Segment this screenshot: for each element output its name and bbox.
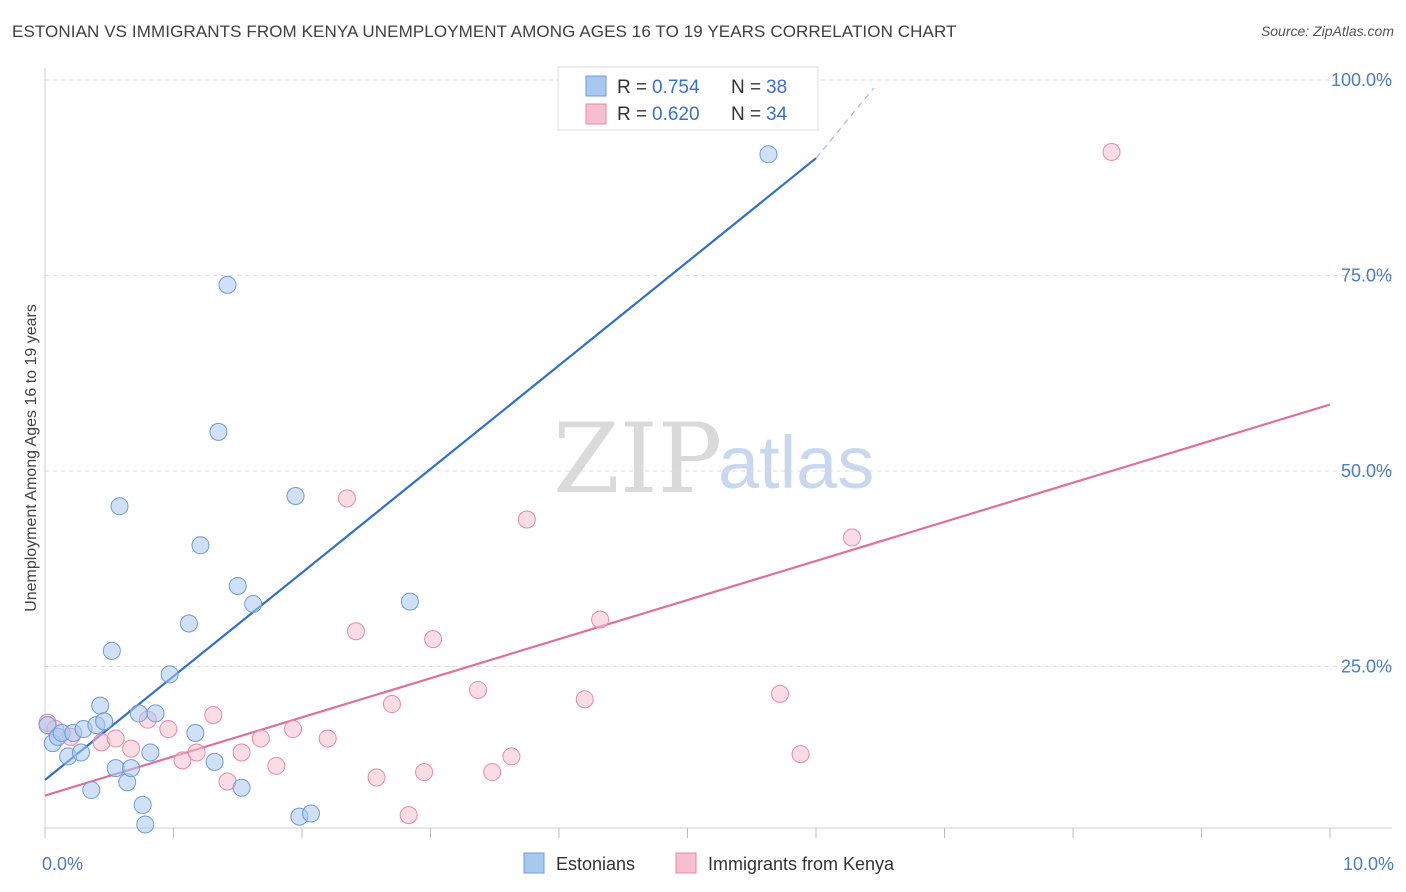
kenya-point: [842, 528, 861, 547]
kenya-point: [771, 684, 790, 703]
estonian-point: [160, 665, 179, 684]
kenya-point: [251, 729, 270, 748]
kenya-point: [517, 510, 536, 529]
estonian-point: [179, 614, 198, 633]
axes: [44, 68, 1392, 829]
estonian-point: [136, 815, 155, 834]
legend-swatch-kenya: [585, 103, 607, 125]
y-ticks: 25.0% 50.0% 75.0% 100.0%: [1331, 70, 1392, 677]
x-tick-label-0: 0.0%: [42, 854, 83, 874]
kenya-point: [399, 806, 418, 825]
legend-r-value-estonians: 0.754: [652, 77, 700, 98]
kenya-point: [159, 720, 178, 739]
kenya-point: [284, 720, 303, 739]
estonian-point: [82, 781, 101, 800]
estonian-point: [122, 759, 141, 778]
estonian-point: [141, 743, 160, 762]
chart-title: ESTONIAN VS IMMIGRANTS FROM KENYA UNEMPL…: [12, 22, 957, 41]
kenya-point: [267, 756, 286, 775]
legend-r-label-kenya: R =: [617, 104, 647, 125]
series-legend-label-estonians: Estonians: [556, 854, 635, 874]
kenya-point: [318, 729, 337, 748]
estonian-point: [129, 704, 148, 723]
estonian-point: [133, 795, 152, 814]
estonian-point: [71, 743, 90, 762]
series-legend-swatch-kenya: [675, 852, 697, 874]
kenya-point: [337, 489, 356, 508]
trend-line-estonians-extension: [815, 87, 875, 159]
kenya-point: [204, 705, 223, 724]
y-tick-label-0: 25.0%: [1341, 657, 1392, 677]
watermark-zip: ZIP: [553, 403, 722, 515]
estonian-point: [228, 576, 247, 595]
kenya-point: [469, 680, 488, 699]
y-tick-label-3: 100.0%: [1331, 70, 1392, 90]
legend-n-label-estonians: N =: [731, 77, 761, 98]
correlation-legend: R = 0.754 N = 38 R = 0.620 N = 34: [557, 66, 819, 131]
series-legend-swatch-estonians: [523, 852, 545, 874]
kenya-point: [173, 751, 192, 770]
estonian-point: [205, 752, 224, 771]
estonian-point: [218, 275, 237, 294]
legend-r-value-kenya: 0.620: [652, 104, 700, 125]
estonian-point: [191, 536, 210, 555]
kenya-point: [415, 763, 434, 782]
gridlines: [45, 79, 1392, 667]
kenya-point: [122, 739, 141, 758]
estonian-point: [244, 594, 263, 613]
kenya-point: [575, 690, 594, 709]
estonian-point: [102, 641, 121, 660]
estonian-point: [209, 422, 228, 441]
estonian-point: [146, 704, 165, 723]
legend-n-label-kenya: N =: [731, 104, 761, 125]
estonian-point: [38, 716, 57, 735]
kenya-point: [232, 743, 251, 762]
y-axis-label: Unemployment Among Ages 16 to 19 years: [23, 304, 40, 612]
kenya-points: [38, 142, 1121, 825]
estonian-point: [95, 712, 114, 731]
estonian-point: [186, 723, 205, 742]
series-legend: Estonians Immigrants from Kenya: [523, 852, 895, 874]
watermark-atlas: atlas: [718, 421, 874, 504]
kenya-point: [346, 622, 365, 641]
watermark: ZIP atlas: [553, 403, 874, 515]
estonian-point: [110, 497, 129, 516]
legend-n-value-kenya: 34: [766, 104, 788, 125]
estonian-point: [759, 145, 778, 164]
legend-r-label-estonians: R =: [617, 77, 647, 98]
kenya-point: [791, 745, 810, 764]
estonian-point: [232, 778, 251, 797]
kenya-point: [591, 610, 610, 629]
source-credit: Source: ZipAtlas.com: [1260, 23, 1394, 39]
estonian-points: [38, 71, 813, 834]
y-tick-label-2: 75.0%: [1341, 266, 1392, 286]
estonian-point: [106, 759, 125, 778]
y-tick-label-1: 50.0%: [1341, 461, 1392, 481]
kenya-point: [187, 743, 206, 762]
x-tick-label-1: 10.0%: [1343, 854, 1394, 874]
kenya-point: [502, 747, 521, 766]
estonian-point: [91, 696, 110, 715]
legend-n-value-estonians: 38: [766, 77, 787, 98]
kenya-point: [424, 630, 443, 649]
legend-swatch-estonians: [585, 75, 607, 97]
kenya-point: [382, 695, 401, 714]
kenya-point: [483, 763, 502, 782]
series-legend-label-kenya: Immigrants from Kenya: [708, 854, 895, 874]
kenya-point: [1102, 142, 1121, 161]
estonian-point: [400, 592, 419, 611]
estonian-point: [301, 804, 320, 823]
estonian-point: [286, 487, 305, 506]
kenya-point: [106, 729, 125, 748]
x-ticks: 0.0% 10.0%: [42, 828, 1394, 874]
kenya-point: [367, 768, 386, 787]
